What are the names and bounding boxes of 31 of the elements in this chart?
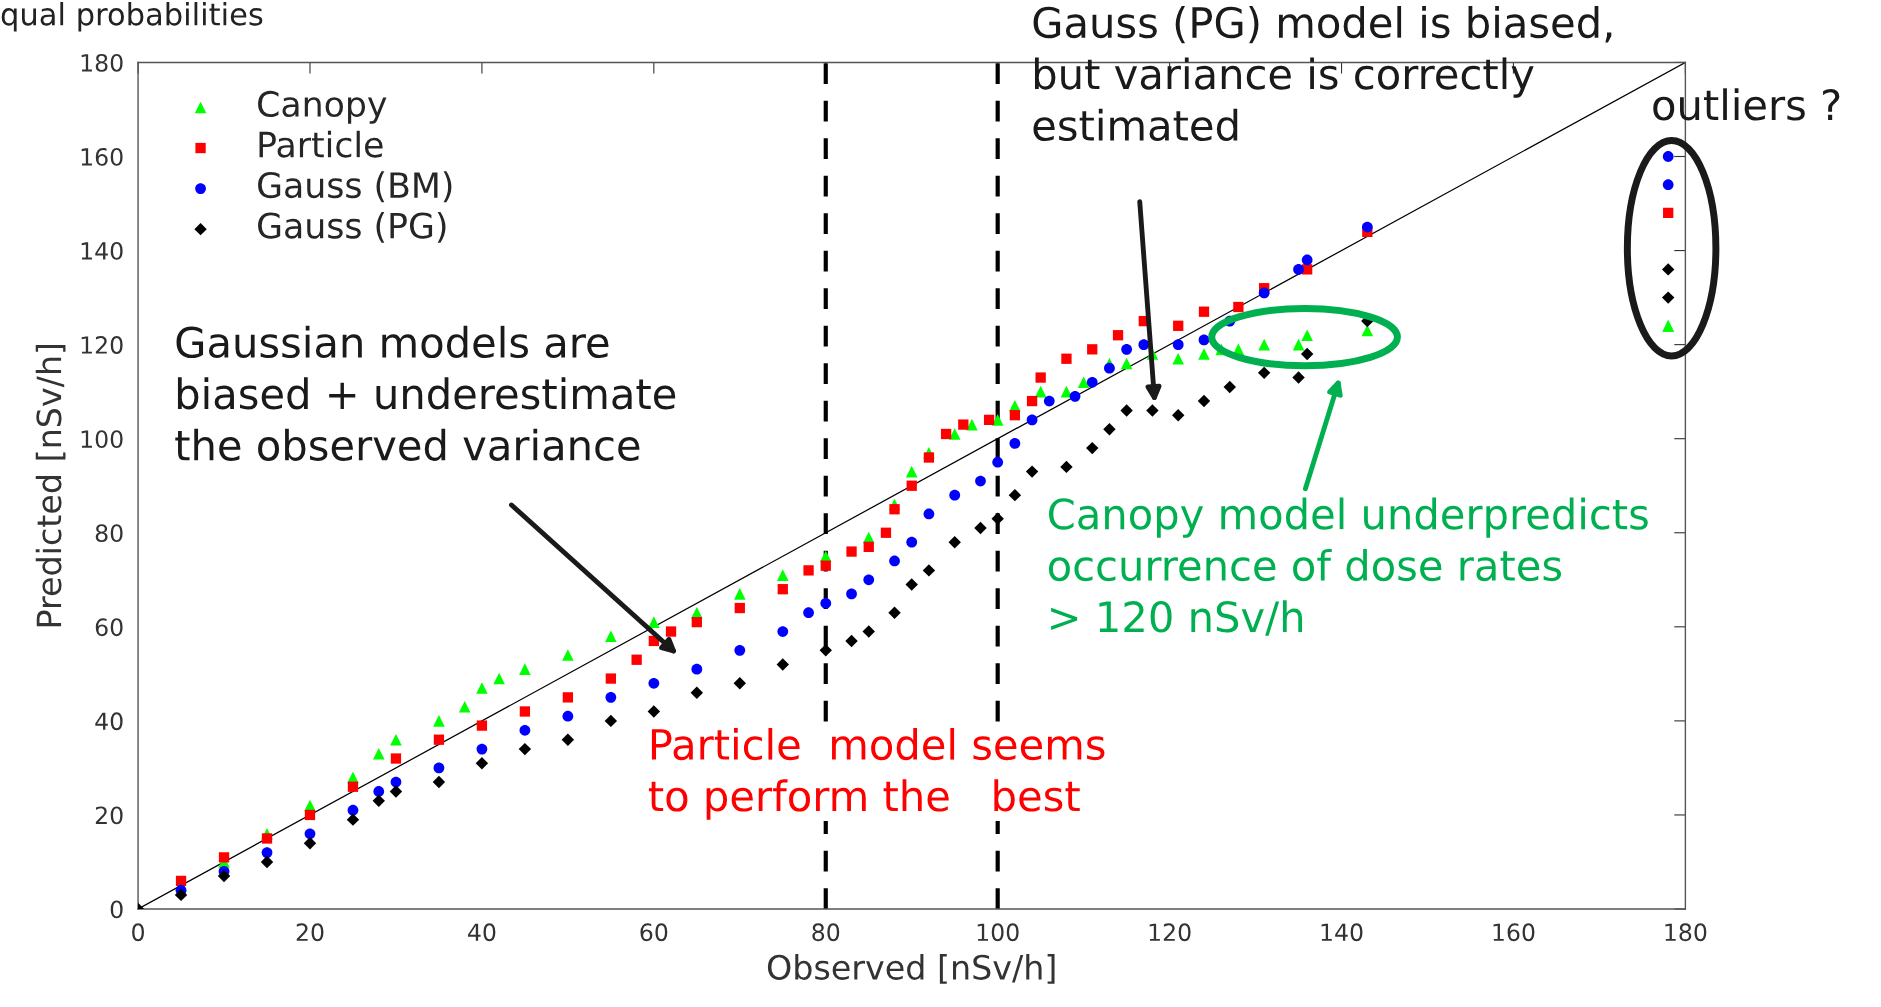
- y-tick-label: 40: [95, 712, 123, 731]
- x-tick-label: 20: [296, 923, 324, 942]
- y-tick-label: 120: [81, 336, 123, 354]
- y-axis-title: Predicted [nSv/h]: [35, 344, 66, 627]
- y-tick-label: 160: [81, 147, 123, 166]
- x-tick-label: 140: [1321, 923, 1363, 942]
- chart-title: qual probabilities: [1, 2, 263, 32]
- x-tick-label: 120: [1149, 923, 1191, 942]
- legend-label: Canopy: [258, 90, 387, 124]
- y-tick-label: 60: [95, 618, 123, 637]
- annotation: Canopy model underpredicts occurrence of dose rates > 120 nSv/h: [1048, 497, 1648, 636]
- y-tick-label: 180: [81, 53, 123, 72]
- annotation: Gaussian models are biased + underestimate the observed variance: [175, 325, 676, 461]
- y-tick-label: 100: [81, 430, 123, 448]
- annotation: Gauss (PG) model is biased, but variance is correctly estimated: [1033, 6, 1612, 142]
- x-tick-label: 60: [640, 923, 668, 942]
- y-tick-label: 20: [95, 806, 123, 825]
- legend-label: Particle: [259, 130, 383, 158]
- x-tick-label: 100: [977, 923, 1019, 942]
- x-axis-title: Observed [nSv/h]: [767, 954, 1055, 984]
- x-tick-label: 40: [468, 923, 496, 942]
- x-tick-label: 80: [812, 923, 840, 942]
- x-tick-label: 0: [132, 923, 145, 942]
- legend-label: Gauss (BM): [258, 171, 452, 203]
- x-tick-label: 160: [1493, 923, 1535, 942]
- annotation: Particle model seems to perform the best: [648, 727, 1105, 820]
- legend-label: Gauss (PG): [258, 211, 446, 243]
- y-tick-label: 140: [81, 242, 123, 260]
- x-tick-label: 180: [1665, 923, 1707, 942]
- y-tick-label: 80: [95, 524, 123, 543]
- y-tick-label: 0: [110, 900, 123, 919]
